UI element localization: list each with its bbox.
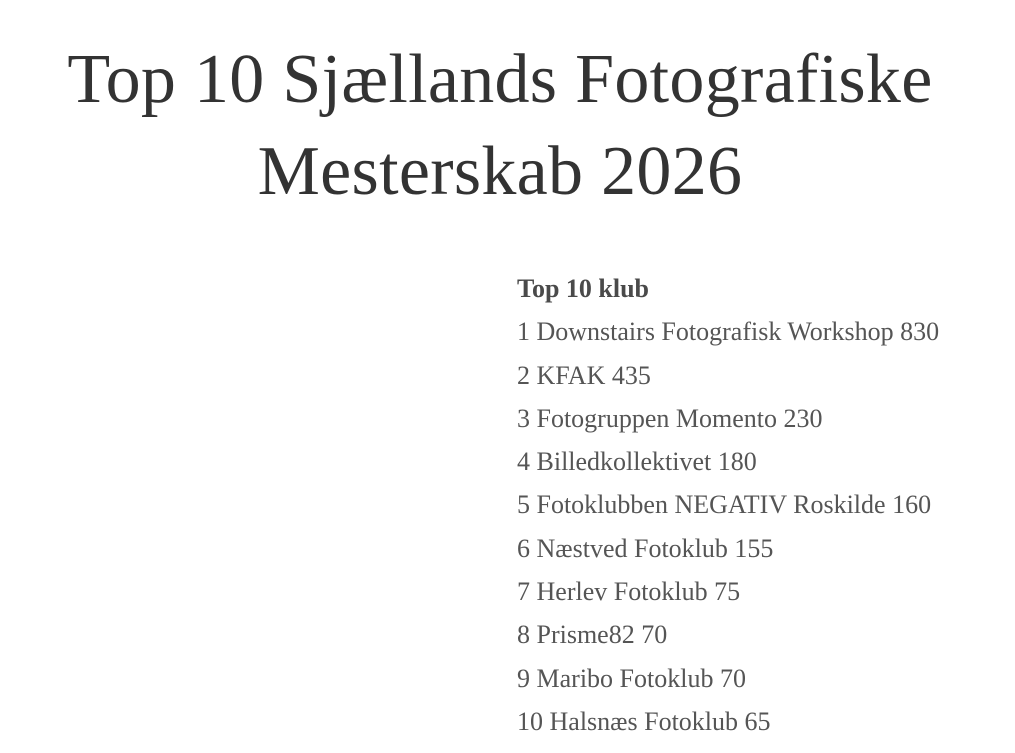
club-list-item: 9 Maribo Fotoklub 70 bbox=[517, 663, 746, 693]
club-list-item: 6 Næstved Fotoklub 155 bbox=[517, 533, 774, 563]
club-list-item: 3 Fotogruppen Momento 230 bbox=[517, 403, 823, 433]
club-list-item: 10 Halsnæs Fotoklub 65 bbox=[517, 706, 771, 736]
club-list-item: 1 Downstairs Fotografisk Workshop 830 bbox=[517, 317, 940, 347]
club-list-item: 2 KFAK 435 bbox=[517, 360, 651, 390]
club-list-item: 8 Prisme82 70 bbox=[517, 620, 668, 650]
club-list-item: 4 Billedkollektivet 180 bbox=[517, 447, 757, 477]
club-list-item: 5 Fotoklubben NEGATIV Roskilde 160 bbox=[517, 490, 932, 520]
top-10-club-list: Top 10 klub 1 Downstairs Fotografisk Wor… bbox=[517, 267, 1012, 743]
page-title: Top 10 Sjællands Fotografiske Mesterskab… bbox=[67, 41, 933, 210]
club-list-heading: Top 10 klub bbox=[517, 274, 650, 303]
club-list-item: 7 Herlev Fotoklub 75 bbox=[517, 577, 741, 607]
